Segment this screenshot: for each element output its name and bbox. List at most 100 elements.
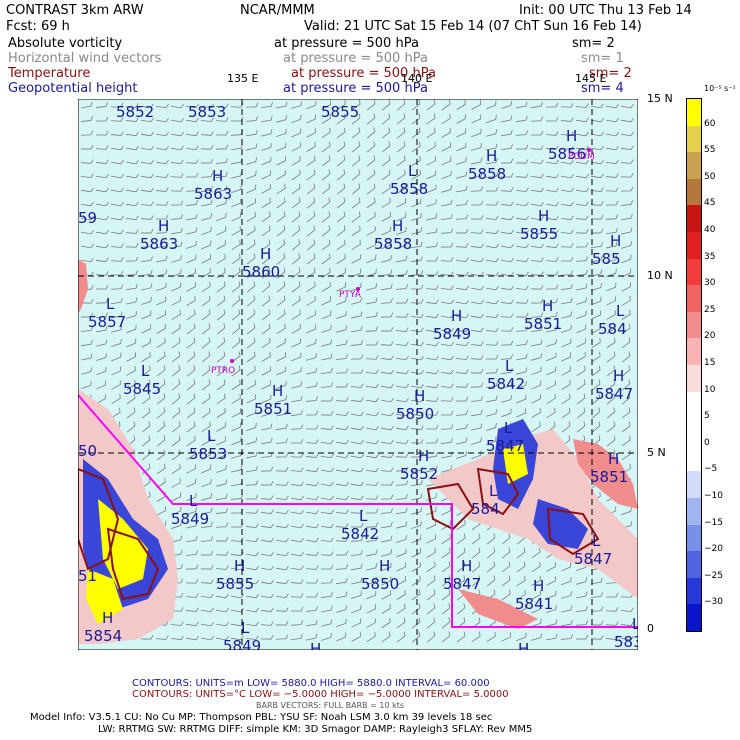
wind-barb bbox=[335, 523, 349, 528]
height-value: 5847 bbox=[443, 575, 481, 593]
wind-barb bbox=[530, 298, 544, 304]
wind-barb bbox=[605, 621, 619, 626]
wind-barb bbox=[291, 295, 301, 307]
wind-barb bbox=[305, 467, 319, 473]
wind-barb bbox=[125, 103, 139, 108]
wind-barb bbox=[321, 141, 331, 153]
wind-barb bbox=[366, 604, 376, 614]
wind-barb bbox=[561, 379, 571, 390]
wind-barb bbox=[291, 281, 301, 293]
wind-barb bbox=[95, 131, 109, 136]
wind-barb bbox=[380, 481, 394, 486]
wind-barb bbox=[200, 117, 214, 123]
wind-barb bbox=[156, 351, 166, 363]
wind-barb bbox=[291, 114, 302, 124]
wind-barb bbox=[291, 225, 301, 237]
wind-barb bbox=[125, 283, 138, 291]
wind-barb bbox=[216, 479, 228, 487]
wind-barb bbox=[351, 268, 362, 278]
wind-barb bbox=[381, 562, 392, 572]
wind-barb bbox=[530, 130, 544, 136]
wind-barb bbox=[276, 183, 286, 195]
wind-barb bbox=[156, 269, 168, 277]
colorbar-tick-label: 50 bbox=[704, 171, 716, 182]
wind-barb bbox=[591, 407, 601, 419]
wind-barb bbox=[305, 619, 318, 627]
wind-barb bbox=[411, 617, 421, 629]
wind-barb bbox=[351, 604, 362, 614]
wind-barb bbox=[500, 201, 514, 206]
wind-barb bbox=[216, 199, 227, 207]
wind-barb bbox=[395, 466, 409, 472]
wind-barb bbox=[156, 407, 166, 419]
wind-barb bbox=[350, 325, 363, 333]
wind-barb bbox=[426, 356, 439, 361]
wind-barb bbox=[80, 130, 94, 136]
wind-barb bbox=[231, 198, 242, 208]
wind-barb bbox=[411, 198, 422, 208]
wind-barb bbox=[140, 173, 154, 179]
wind-barb bbox=[606, 296, 616, 306]
wind-barb bbox=[411, 141, 421, 153]
wind-barb bbox=[350, 509, 364, 514]
wind-barb bbox=[411, 370, 424, 375]
wind-barb bbox=[95, 257, 109, 262]
wind-barb bbox=[171, 309, 181, 320]
wind-barb bbox=[395, 355, 409, 361]
wind-barb bbox=[260, 480, 274, 486]
wind-barb bbox=[290, 467, 304, 472]
lat-label: 5 N bbox=[647, 446, 666, 459]
wind-barb bbox=[575, 117, 589, 123]
wind-barb bbox=[170, 200, 184, 206]
wind-barb bbox=[291, 338, 301, 348]
wind-barb bbox=[216, 407, 226, 418]
wind-barb bbox=[486, 422, 497, 431]
colorbar-tick-label: 60 bbox=[704, 118, 716, 129]
wind-barb bbox=[81, 216, 94, 221]
wind-barb bbox=[440, 285, 454, 291]
wind-barb bbox=[95, 145, 109, 150]
wind-barb bbox=[531, 202, 544, 207]
wind-barb bbox=[351, 99, 361, 111]
wind-barb bbox=[470, 171, 483, 179]
wind-barb bbox=[470, 355, 484, 360]
wind-barb bbox=[246, 170, 257, 180]
wind-barb bbox=[276, 295, 286, 307]
wind-barb bbox=[456, 171, 468, 179]
wind-barb bbox=[351, 577, 363, 585]
wind-barb bbox=[530, 102, 543, 108]
wind-barb bbox=[455, 369, 469, 374]
wind-barb bbox=[411, 507, 423, 515]
wind-barb bbox=[381, 99, 391, 111]
wind-barb bbox=[156, 132, 169, 137]
wind-barb bbox=[605, 145, 619, 151]
wind-barb bbox=[546, 173, 559, 179]
wind-barb bbox=[351, 225, 361, 237]
wind-barb bbox=[501, 244, 514, 249]
wind-barb bbox=[291, 352, 302, 362]
wind-barb bbox=[246, 143, 258, 151]
wind-barb bbox=[471, 575, 481, 587]
wind-barb bbox=[621, 393, 631, 405]
wind-barb bbox=[231, 253, 241, 265]
wind-barb bbox=[306, 523, 319, 529]
wind-barb bbox=[336, 468, 349, 473]
wind-barb bbox=[591, 283, 602, 291]
wind-barb bbox=[96, 325, 108, 333]
wind-barb bbox=[126, 297, 138, 305]
wind-barb bbox=[620, 200, 634, 206]
wind-barb bbox=[426, 575, 436, 587]
wind-barb bbox=[126, 379, 136, 391]
wind-barb bbox=[216, 212, 227, 222]
colorbar-tick-label: 20 bbox=[704, 331, 716, 342]
wind-barb bbox=[380, 508, 394, 514]
wind-barb bbox=[186, 379, 196, 391]
height-value: 5842 bbox=[487, 375, 525, 393]
wind-barb bbox=[381, 425, 394, 431]
wind-barb bbox=[215, 536, 229, 542]
wind-barb bbox=[515, 115, 528, 123]
colorbar-swatch bbox=[687, 524, 701, 552]
wind-barb bbox=[125, 215, 139, 221]
wind-barb bbox=[591, 132, 604, 137]
wind-barb bbox=[186, 393, 196, 405]
